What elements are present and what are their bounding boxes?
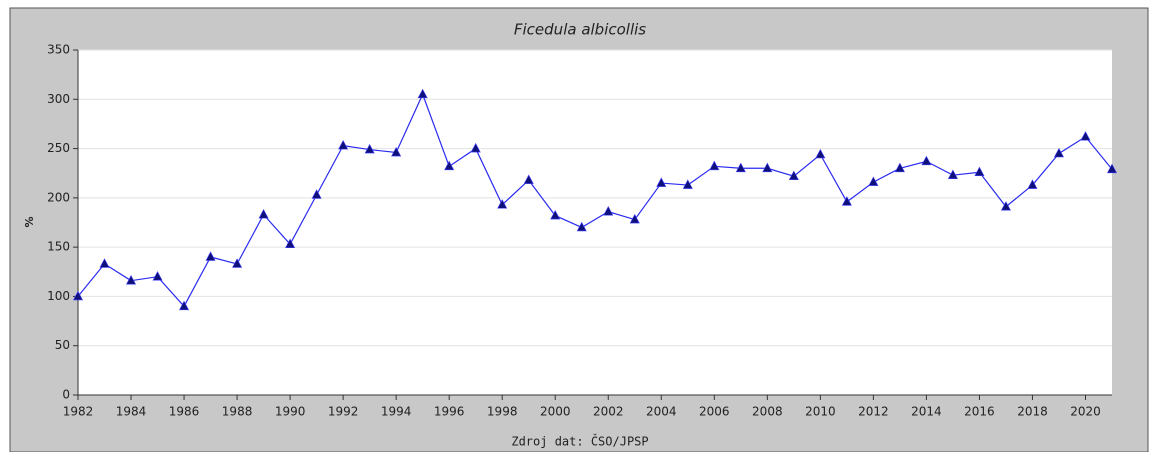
x-tick-label: 2014 xyxy=(911,405,942,419)
data-point xyxy=(1000,201,1011,211)
x-tick-label: 1994 xyxy=(381,405,412,419)
data-point xyxy=(258,208,269,219)
data-point xyxy=(868,176,879,186)
y-axis-label: % xyxy=(23,216,36,227)
data-point xyxy=(205,251,216,261)
data-point xyxy=(841,196,852,206)
x-tick-label: 2008 xyxy=(752,405,783,419)
x-tick-label: 1990 xyxy=(275,405,306,419)
x-tick-label: 2010 xyxy=(805,405,836,419)
x-tick-label: 2020 xyxy=(1070,405,1101,419)
x-tick-label: 2018 xyxy=(1017,405,1048,419)
data-point xyxy=(735,162,746,173)
data-point xyxy=(1027,179,1038,189)
data-point xyxy=(550,209,561,220)
source-note: Zdroj dat: ČSO/JPSP xyxy=(511,434,648,449)
y-tick-label: 300 xyxy=(47,92,70,106)
x-tick-label: 2000 xyxy=(540,405,571,419)
data-point xyxy=(603,206,614,216)
data-point xyxy=(364,143,375,154)
x-tick-label: 1996 xyxy=(434,405,465,419)
data-point xyxy=(523,174,534,184)
data-point xyxy=(99,258,110,268)
y-tick-label: 0 xyxy=(62,388,70,402)
data-point xyxy=(179,300,190,311)
data-line xyxy=(77,92,1113,308)
data-point xyxy=(629,213,640,224)
data-point xyxy=(497,199,508,209)
y-tick-label: 350 xyxy=(47,43,70,57)
data-point xyxy=(338,139,349,150)
x-tick-label: 2016 xyxy=(964,405,995,419)
x-tick-label: 2002 xyxy=(593,405,624,419)
data-point xyxy=(73,290,83,301)
data-point xyxy=(444,160,455,171)
data-point xyxy=(947,169,958,179)
data-point xyxy=(656,177,667,187)
data-point xyxy=(576,221,587,232)
x-tick-label: 2004 xyxy=(646,405,677,419)
data-point xyxy=(470,142,481,153)
y-tick-label: 150 xyxy=(47,240,70,254)
chart-title: Ficedula albicollis xyxy=(514,21,646,39)
y-tick-label: 250 xyxy=(47,141,70,155)
data-point xyxy=(1053,147,1064,158)
x-tick-label: 1998 xyxy=(487,405,518,419)
x-tick-label: 1982 xyxy=(63,405,94,419)
y-tick-label: 50 xyxy=(55,338,70,352)
data-point xyxy=(921,155,932,166)
x-tick-label: 1992 xyxy=(328,405,359,419)
data-point xyxy=(788,170,799,180)
data-point xyxy=(311,189,322,199)
x-tick-label: 1988 xyxy=(222,405,253,419)
plot-area xyxy=(78,50,1112,395)
data-point xyxy=(126,275,137,285)
data-point xyxy=(1080,131,1091,141)
x-tick-label: 2012 xyxy=(858,405,889,419)
data-point xyxy=(417,88,428,99)
y-tick-label: 200 xyxy=(47,190,70,204)
x-tick-label: 1984 xyxy=(116,405,147,419)
y-tick-label: 100 xyxy=(47,289,70,303)
data-point xyxy=(152,271,163,281)
data-point xyxy=(232,258,243,268)
data-point xyxy=(1107,163,1117,174)
data-point xyxy=(762,162,773,173)
data-point xyxy=(285,238,296,248)
data-point xyxy=(682,179,693,189)
data-point xyxy=(709,160,720,171)
x-tick-label: 1986 xyxy=(169,405,200,419)
data-point xyxy=(974,166,985,177)
data-point xyxy=(391,146,402,157)
data-point xyxy=(894,162,905,173)
data-point xyxy=(815,148,826,159)
x-tick-label: 2006 xyxy=(699,405,730,419)
